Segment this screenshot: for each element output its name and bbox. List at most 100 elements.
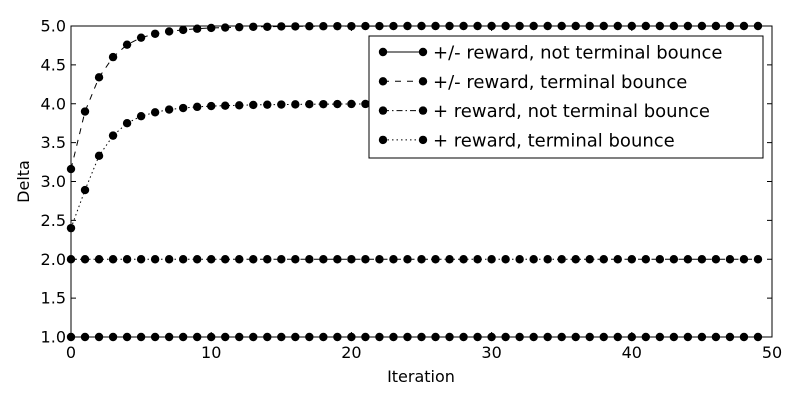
legend-label-3: + reward, not terminal bounce: [433, 101, 710, 122]
series-4-point: [319, 99, 328, 109]
series-4-point: [221, 101, 230, 110]
series-3-point: [235, 255, 244, 264]
series-3-point: [501, 255, 510, 264]
series-3-point: [557, 255, 566, 264]
legend-label-4: + reward, terminal bounce: [433, 130, 675, 151]
series-3-point: [613, 255, 622, 264]
series-3-point: [641, 255, 651, 264]
series-3-point: [136, 255, 146, 264]
series-4-point: [277, 100, 286, 109]
y-axis-label: Delta: [14, 160, 33, 203]
series-2-point: [221, 23, 230, 32]
series-3-point: [249, 255, 258, 264]
series-3-point: [122, 255, 132, 264]
series-3-point: [375, 255, 384, 264]
series-3-point: [291, 255, 300, 264]
y-tick-label: 4.0: [41, 94, 66, 113]
series-3-point: [94, 255, 104, 264]
series-3-point: [305, 255, 314, 264]
series-4-point: [291, 100, 300, 109]
x-tick-label: 20: [341, 343, 361, 362]
series-3-point: [753, 255, 763, 264]
series-3-point: [221, 255, 230, 264]
series-3-point: [431, 255, 440, 264]
series-4-point: [305, 100, 314, 109]
series-2-point: [80, 107, 90, 116]
series-2-point: [235, 22, 244, 32]
series-4-point: [80, 185, 90, 195]
series-3-point: [529, 255, 538, 264]
series-4-point: [108, 131, 118, 140]
series-3-point: [543, 255, 552, 264]
series-3-point: [669, 255, 679, 264]
series-4-point: [122, 118, 132, 128]
series-2-point: [108, 52, 118, 62]
series-2-point: [192, 24, 202, 33]
legend-marker: [418, 106, 428, 115]
x-tick-label: 30: [481, 343, 501, 362]
series-4-point: [136, 111, 146, 121]
series-3-point: [319, 255, 328, 264]
series-4-point: [263, 100, 272, 109]
series-3-point: [571, 255, 580, 264]
series-2-point: [164, 27, 174, 36]
legend-label-2: +/- reward, terminal bounce: [433, 72, 687, 93]
axis-ticks: 0 10 20 30 40 50 1.0 1.5 2.0 2.5 3.0 3.5 4.0 4.5 5.0: [41, 17, 783, 363]
series-3-point: [711, 255, 721, 264]
series-2-point: [263, 22, 272, 31]
series-3-point: [459, 255, 468, 264]
legend-marker: [378, 135, 388, 145]
series-2-point: [150, 29, 160, 38]
series-2-point: [136, 33, 146, 42]
legend-marker: [418, 47, 428, 57]
series-3-point: [108, 255, 118, 264]
series-4-point: [347, 99, 356, 109]
x-axis-label: Iteration: [387, 367, 455, 386]
series-2-point: [122, 40, 132, 49]
legend: +/- reward, not terminal bounce +/- rewar…: [368, 35, 764, 159]
y-tick-label: 3.5: [41, 133, 66, 152]
series-3-point: [80, 255, 90, 264]
series-3-point: [333, 255, 342, 264]
series-3-point: [725, 255, 735, 264]
series-4-point: [235, 101, 244, 110]
legend-marker: [418, 135, 428, 145]
series-3-point: [178, 255, 188, 264]
series-2-point: [94, 73, 104, 82]
series-3-point: [361, 255, 370, 264]
y-tick-label: 3.0: [41, 172, 66, 191]
y-tick-label: 1.0: [41, 328, 66, 347]
series-3-point: [277, 255, 286, 264]
series-4-point: [150, 108, 160, 117]
x-tick-label: 0: [66, 343, 76, 362]
series-4-point: [249, 100, 258, 110]
series-3-point: [599, 255, 608, 264]
series-3-point: [164, 255, 174, 264]
series-3-point: [445, 255, 454, 264]
series-2-point: [178, 25, 188, 35]
series-3-point: [473, 255, 482, 264]
series-4-point: [361, 99, 370, 109]
y-tick-label: 5.0: [41, 17, 66, 36]
series-4-point: [192, 102, 202, 112]
series-3-point: [585, 255, 594, 264]
y-tick-label: 2.5: [41, 211, 66, 230]
series-3-point: [403, 255, 412, 264]
legend-marker: [418, 77, 428, 86]
series-3-point: [627, 255, 636, 264]
series-3-point: [192, 255, 202, 264]
series-3-point: [655, 255, 665, 264]
legend-marker: [378, 106, 388, 115]
series-4-point: [178, 103, 188, 113]
x-tick-label: 50: [762, 343, 782, 362]
series-3-point: [207, 255, 216, 264]
y-tick-label: 2.0: [41, 250, 66, 269]
series-2-point: [249, 22, 258, 31]
legend-marker: [378, 47, 388, 57]
legend-marker: [378, 77, 388, 86]
series-3-point: [417, 255, 426, 264]
x-tick-label: 10: [201, 343, 221, 362]
series-4-point: [207, 101, 216, 111]
y-tick-label: 4.5: [41, 55, 66, 74]
